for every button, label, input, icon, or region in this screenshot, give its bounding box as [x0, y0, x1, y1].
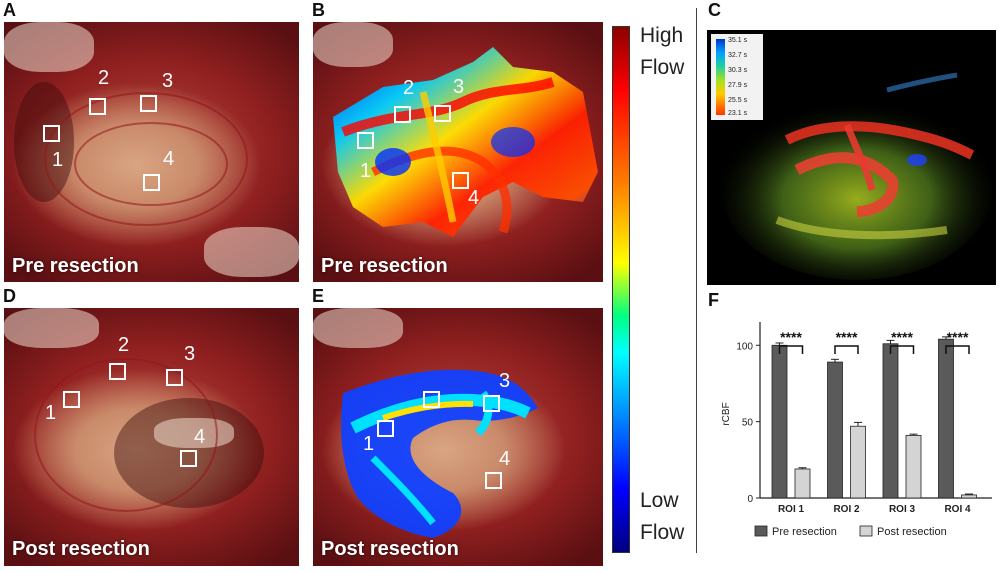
roi-label-e-4: 4 [499, 448, 511, 470]
legend-label: Post resection [877, 526, 947, 538]
flow-map-post-resection: 1 3 4 Post resection [313, 308, 603, 566]
roi-label-b-3: 3 [453, 76, 465, 98]
x-tick-label: ROI 3 [889, 504, 916, 515]
bar-post [961, 494, 977, 499]
y-tick-label: 0 [747, 494, 753, 505]
panel-label-b: B [312, 0, 325, 20]
significance-label: **** [947, 329, 969, 345]
photo-pre-resection: 1 2 3 4 Pre resection [4, 22, 299, 282]
bar-post [905, 434, 922, 499]
flow-colorbar [612, 26, 630, 553]
panel-label-a: A [3, 0, 16, 20]
roi-label-d-4: 4 [194, 426, 206, 448]
bar-pre [771, 344, 788, 499]
colorbar-low-label: Low [640, 489, 679, 512]
rcbf-chart-svg: 0 50 100 rCBF **** ROI 1 **** ROI 2 **** ROI 3 ***… [721, 322, 992, 538]
time-legend-label: 25.5 s [728, 97, 748, 104]
bar-post [850, 425, 866, 499]
roi-label-b-2: 2 [403, 77, 415, 99]
roi-label-4: 4 [163, 148, 175, 170]
roi-label-e-3: 3 [499, 370, 511, 392]
significance-label: **** [891, 329, 913, 345]
time-legend-label: 32.7 s [728, 52, 748, 59]
colorbar-flow-label-top: Flow [640, 56, 685, 79]
roi-label-d-1: 1 [45, 402, 57, 424]
panel-label-d: D [3, 286, 16, 306]
roi-label-b-1: 1 [360, 160, 372, 182]
vertical-divider [696, 8, 697, 553]
roi-label-d-3: 3 [184, 343, 196, 365]
colorbar-flow-label-bottom: Flow [640, 521, 685, 544]
panel-label-e: E [312, 286, 325, 306]
roi-label-2: 2 [98, 67, 110, 89]
panel-label-c: C [708, 0, 721, 20]
x-tick-label: ROI 2 [833, 504, 860, 515]
roi-label-3: 3 [162, 70, 174, 92]
significance-bracket [889, 345, 915, 354]
bar-pre [882, 343, 899, 499]
time-legend-label: 30.3 s [728, 67, 748, 74]
x-tick-label: ROI 1 [778, 504, 805, 515]
legend-label: Pre resection [772, 526, 837, 538]
time-legend-label: 23.1 s [728, 110, 748, 117]
x-tick-label: ROI 4 [944, 504, 971, 515]
roi-label-1: 1 [52, 149, 64, 171]
rcbf-bar-chart: 0 50 100 rCBF **** ROI 1 **** ROI 2 **** ROI 3 ***… [707, 290, 997, 560]
roi-label-e-1: 1 [363, 433, 375, 455]
transit-time-legend: 35.1 s 32.7 s 30.3 s 27.9 s 25.5 s 23.1 … [711, 34, 763, 120]
significance-label: **** [836, 329, 858, 345]
y-axis-label: rCBF [721, 402, 732, 425]
caption-pre-resection-b: Pre resection [321, 255, 448, 277]
bar-pre [827, 361, 843, 499]
photo-post-resection: 1 2 3 4 Post resection [4, 308, 299, 566]
bar-post [794, 468, 811, 499]
roi-label-b-4: 4 [468, 187, 480, 209]
colorbar-high-label: High [640, 24, 684, 47]
time-legend-label: 27.9 s [728, 82, 748, 89]
bar-pre [938, 338, 954, 499]
significance-bracket [834, 345, 859, 354]
roi-label-d-2: 2 [118, 334, 130, 356]
caption-pre-resection: Pre resection [12, 255, 139, 277]
transit-time-image: 35.1 s 32.7 s 30.3 s 27.9 s 25.5 s 23.1 … [707, 30, 996, 285]
caption-post-resection-e: Post resection [321, 538, 459, 560]
legend-swatch [859, 525, 873, 537]
y-tick-label: 100 [736, 341, 753, 352]
panel-label-f: F [708, 290, 719, 310]
y-tick-label: 50 [742, 418, 754, 429]
significance-label: **** [780, 329, 802, 345]
time-legend-label: 35.1 s [728, 37, 748, 44]
significance-bracket [778, 345, 804, 354]
legend-swatch [754, 525, 768, 537]
flow-map-pre-resection: 1 2 3 4 Pre resection [313, 22, 603, 282]
significance-bracket [945, 345, 970, 354]
caption-post-resection: Post resection [12, 538, 150, 560]
